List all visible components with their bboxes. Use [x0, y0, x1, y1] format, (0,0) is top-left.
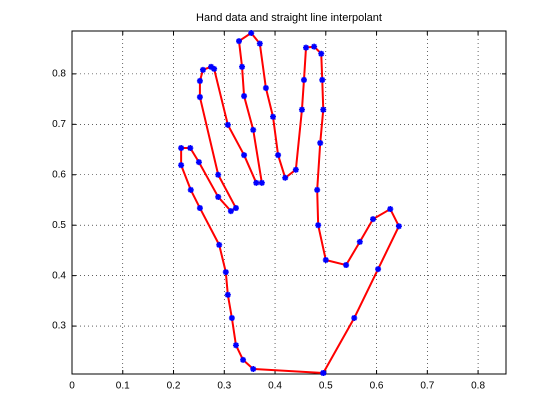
data-marker: [216, 241, 223, 248]
x-tick-label: 0: [69, 381, 75, 392]
data-marker: [315, 222, 322, 229]
data-marker: [282, 174, 289, 181]
data-marker: [228, 315, 235, 322]
data-marker: [241, 152, 248, 159]
y-tick-label: 0.3: [52, 321, 66, 332]
x-tick-label: 0.4: [268, 381, 282, 392]
data-marker: [199, 66, 206, 73]
x-tick-label: 0.2: [167, 381, 181, 392]
x-tick-label: 0.5: [319, 381, 333, 392]
data-marker: [250, 365, 257, 372]
data-marker: [375, 266, 382, 273]
data-marker: [262, 84, 269, 91]
data-marker: [319, 76, 326, 83]
data-marker: [370, 216, 377, 223]
data-marker: [241, 93, 248, 100]
data-marker: [320, 369, 327, 376]
data-marker: [240, 356, 247, 363]
data-marker: [232, 205, 239, 212]
data-marker: [187, 145, 194, 152]
data-marker: [253, 179, 260, 186]
data-marker: [248, 30, 255, 37]
data-marker: [303, 44, 310, 51]
data-marker: [275, 152, 282, 159]
x-tick-label: 0.6: [370, 381, 384, 392]
data-marker: [250, 126, 257, 133]
data-marker: [236, 38, 243, 45]
data-marker: [208, 63, 215, 70]
data-marker: [196, 205, 203, 212]
y-tick-label: 0.5: [52, 220, 66, 231]
data-marker: [222, 269, 229, 276]
data-marker: [196, 94, 203, 101]
data-marker: [211, 65, 218, 72]
data-marker: [178, 145, 185, 152]
x-tick-label: 0.1: [116, 381, 130, 392]
data-marker: [298, 106, 305, 113]
data-marker: [224, 121, 231, 128]
axes-box: [71, 30, 507, 375]
chart-title: Hand data and straight line interpolant: [196, 12, 382, 24]
data-marker: [215, 193, 222, 200]
x-tick-label: 0.7: [420, 381, 434, 392]
y-tick-label: 0.8: [52, 69, 66, 80]
data-marker: [270, 113, 277, 120]
data-marker: [227, 208, 234, 215]
data-marker: [314, 186, 321, 193]
data-marker: [195, 159, 202, 166]
data-marker: [300, 76, 307, 83]
plot-area: [72, 31, 506, 374]
y-tick-label: 0.7: [52, 119, 66, 130]
data-marker: [196, 77, 203, 84]
data-marker: [256, 40, 263, 47]
data-marker: [351, 315, 358, 322]
data-marker: [322, 257, 329, 264]
data-marker: [292, 166, 299, 173]
data-marker: [224, 291, 231, 298]
data-marker: [178, 162, 185, 169]
x-tick-label: 0.3: [217, 381, 231, 392]
data-marker: [232, 342, 239, 349]
data-marker: [318, 50, 325, 57]
data-marker: [215, 171, 222, 178]
data-marker: [387, 206, 394, 213]
data-marker: [239, 63, 246, 70]
data-marker: [258, 179, 265, 186]
x-tick-label: 0.8: [471, 381, 485, 392]
y-tick-label: 0.6: [52, 169, 66, 180]
data-marker: [343, 262, 350, 269]
y-tick-label: 0.4: [52, 270, 66, 281]
data-marker: [320, 106, 327, 113]
data-marker: [311, 43, 318, 50]
data-marker: [356, 238, 363, 245]
data-marker: [317, 139, 324, 146]
data-marker: [187, 186, 194, 193]
data-marker: [395, 223, 402, 230]
